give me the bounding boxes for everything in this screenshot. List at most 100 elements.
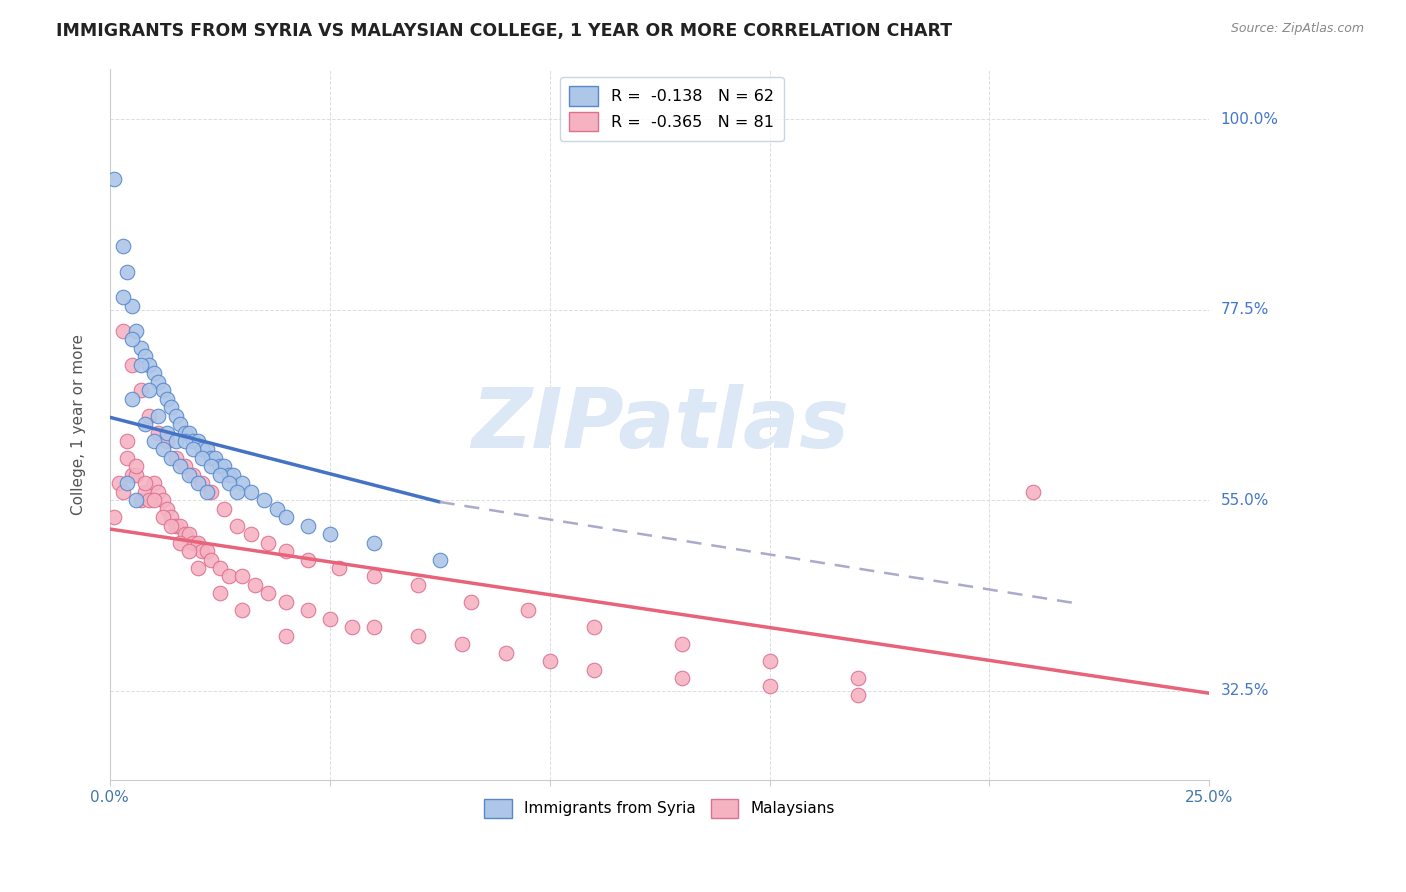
Point <box>253 493 276 508</box>
Point <box>125 493 148 508</box>
Point <box>257 586 280 600</box>
Point <box>121 392 143 406</box>
Point <box>103 510 125 524</box>
Point <box>173 459 195 474</box>
Point <box>138 493 160 508</box>
Point <box>152 493 174 508</box>
Point <box>429 552 451 566</box>
Point <box>208 467 231 482</box>
Text: 32.5%: 32.5% <box>1220 683 1270 698</box>
Point <box>177 425 200 440</box>
Point <box>156 501 179 516</box>
Point <box>138 409 160 423</box>
Point <box>406 629 429 643</box>
Point <box>191 450 214 465</box>
Point <box>257 535 280 549</box>
Point <box>231 569 253 583</box>
Point <box>195 484 218 499</box>
Point <box>450 637 472 651</box>
Point <box>152 383 174 397</box>
Point <box>183 434 205 448</box>
Point <box>142 366 165 380</box>
Point <box>846 688 869 702</box>
Point <box>160 510 183 524</box>
Point <box>156 425 179 440</box>
Point <box>363 535 385 549</box>
Point <box>231 603 253 617</box>
Point <box>191 544 214 558</box>
Point <box>846 671 869 685</box>
Point <box>134 349 156 363</box>
Point <box>274 544 297 558</box>
Point <box>274 595 297 609</box>
Point <box>297 518 319 533</box>
Text: 55.0%: 55.0% <box>1220 492 1268 508</box>
Point <box>121 467 143 482</box>
Point <box>212 501 235 516</box>
Point <box>319 527 342 541</box>
Point <box>208 586 231 600</box>
Point <box>195 544 218 558</box>
Point <box>200 484 222 499</box>
Y-axis label: College, 1 year or more: College, 1 year or more <box>72 334 86 515</box>
Point <box>117 265 139 279</box>
Point <box>107 476 129 491</box>
Point <box>142 476 165 491</box>
Point <box>112 239 135 253</box>
Point <box>538 654 561 668</box>
Point <box>758 654 780 668</box>
Point <box>328 561 350 575</box>
Point <box>218 569 240 583</box>
Point <box>582 663 605 677</box>
Point <box>165 434 187 448</box>
Point <box>177 527 200 541</box>
Point <box>274 510 297 524</box>
Point <box>266 501 288 516</box>
Point <box>129 493 152 508</box>
Text: IMMIGRANTS FROM SYRIA VS MALAYSIAN COLLEGE, 1 YEAR OR MORE CORRELATION CHART: IMMIGRANTS FROM SYRIA VS MALAYSIAN COLLE… <box>56 22 952 40</box>
Point <box>173 425 195 440</box>
Text: ZIPatlas: ZIPatlas <box>471 384 849 465</box>
Point <box>363 569 385 583</box>
Point <box>243 578 266 592</box>
Point <box>117 450 139 465</box>
Point <box>121 299 143 313</box>
Point <box>134 417 156 431</box>
Point <box>129 383 152 397</box>
Point <box>169 535 191 549</box>
Point <box>117 476 139 491</box>
Point <box>165 518 187 533</box>
Point <box>191 476 214 491</box>
Point <box>103 171 125 186</box>
Point <box>208 561 231 575</box>
Point <box>125 459 148 474</box>
Point <box>148 375 170 389</box>
Point <box>173 527 195 541</box>
Point <box>129 341 152 355</box>
Point <box>274 629 297 643</box>
Point <box>671 637 693 651</box>
Point <box>191 442 214 457</box>
Point <box>169 518 191 533</box>
Point <box>142 434 165 448</box>
Point <box>169 417 191 431</box>
Point <box>204 450 226 465</box>
Point <box>200 552 222 566</box>
Point <box>187 434 209 448</box>
Point <box>152 510 174 524</box>
Point <box>671 671 693 685</box>
Point <box>134 484 156 499</box>
Point <box>218 467 240 482</box>
Point <box>183 467 205 482</box>
Point <box>231 476 253 491</box>
Point <box>200 450 222 465</box>
Point <box>226 518 249 533</box>
Point <box>582 620 605 634</box>
Point <box>156 392 179 406</box>
Point <box>406 578 429 592</box>
Point <box>363 620 385 634</box>
Text: 77.5%: 77.5% <box>1220 302 1268 318</box>
Point <box>460 595 482 609</box>
Point <box>134 476 156 491</box>
Point <box>319 612 342 626</box>
